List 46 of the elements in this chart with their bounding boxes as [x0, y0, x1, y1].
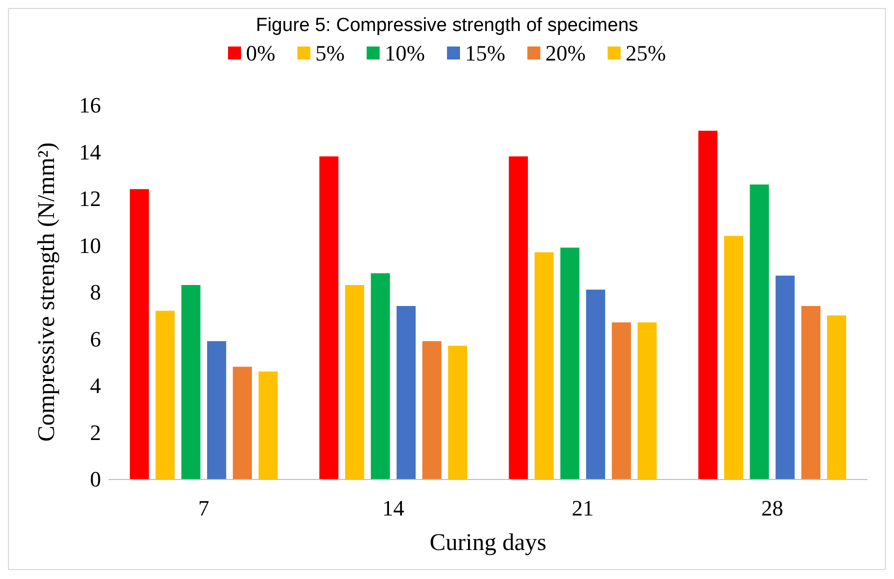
bar	[319, 156, 338, 479]
bar	[698, 130, 718, 479]
x-tick-label: 28	[761, 496, 784, 520]
bar	[448, 346, 468, 479]
legend-label: 0%	[246, 40, 276, 66]
x-tick-label: 7	[198, 496, 210, 520]
y-tick-label: 8	[90, 280, 101, 304]
y-tick-label: 10	[79, 232, 101, 258]
bar	[534, 252, 554, 479]
bar	[724, 236, 744, 479]
bar	[207, 341, 226, 479]
legend-label: 15%	[465, 40, 506, 66]
bar	[612, 322, 631, 479]
legend-label: 20%	[545, 40, 586, 66]
bar	[560, 248, 580, 479]
y-tick-label: 0	[90, 466, 101, 492]
bar	[181, 284, 200, 479]
bar	[396, 306, 416, 479]
legend-label: 10%	[384, 40, 425, 66]
y-tick-label: 12	[79, 186, 101, 211]
chart-title: Figure 5: Compressive strength of specimens	[256, 15, 638, 36]
y-tick-label: 14	[79, 139, 101, 164]
x-tick-label: 14	[382, 496, 404, 520]
bar	[801, 306, 820, 479]
bar	[776, 276, 795, 479]
x-tick-label: 21	[572, 496, 594, 520]
y-axis-title: Compressive strength (N/mm²)	[34, 142, 60, 442]
bar	[422, 341, 442, 479]
y-tick-label: 4	[90, 373, 101, 398]
bar	[750, 184, 769, 479]
bar	[156, 310, 175, 479]
bar	[508, 156, 528, 479]
bar	[258, 371, 278, 479]
bar	[586, 290, 606, 479]
bar	[130, 189, 149, 479]
x-axis-title: Curing days	[430, 530, 546, 556]
y-tick-label: 16	[79, 92, 101, 118]
bar	[827, 315, 846, 479]
legend-label: 5%	[315, 40, 345, 66]
bar	[232, 366, 252, 479]
bar	[370, 273, 390, 479]
bar	[638, 322, 657, 479]
y-tick-label: 6	[90, 326, 101, 352]
y-tick-label: 2	[90, 420, 101, 445]
bar	[345, 284, 364, 479]
legend-label: 25%	[626, 40, 666, 66]
